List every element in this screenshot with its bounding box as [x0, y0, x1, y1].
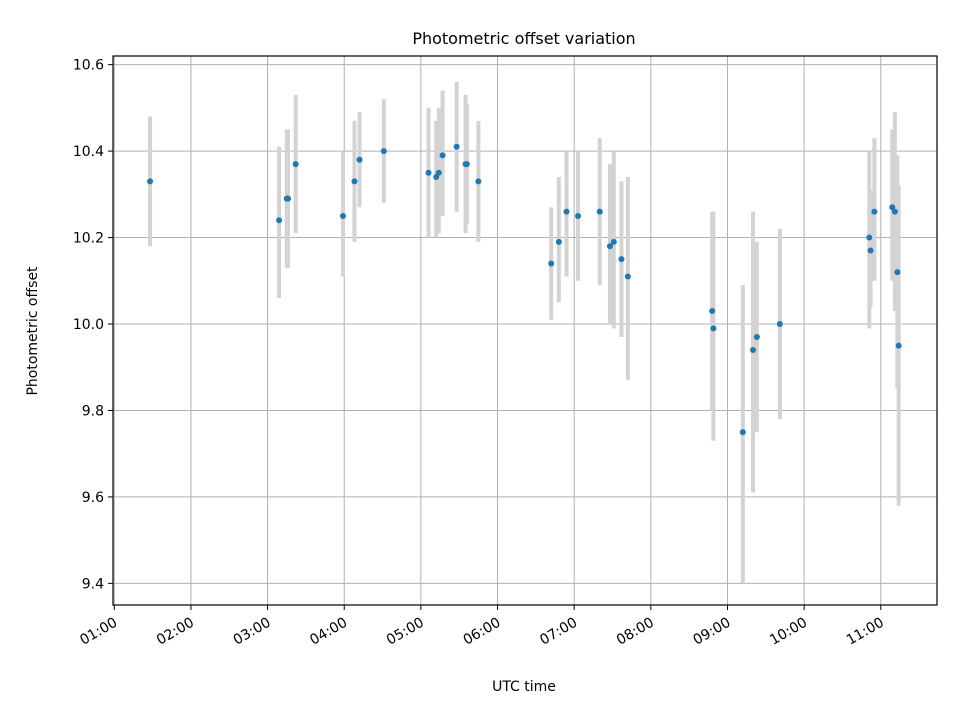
data-point	[463, 161, 470, 168]
data-point	[453, 143, 460, 150]
data-point	[596, 208, 603, 215]
y-tick-label: 9.8	[82, 403, 104, 419]
data-point	[435, 169, 442, 176]
data-point	[606, 243, 613, 250]
data-point	[739, 429, 746, 436]
data-point	[710, 325, 717, 332]
data-point	[866, 234, 873, 241]
data-point	[276, 217, 283, 224]
data-point	[610, 238, 617, 245]
data-point	[351, 178, 358, 185]
data-point	[709, 308, 716, 315]
y-tick-label: 9.4	[82, 576, 104, 592]
data-points	[147, 143, 902, 436]
chart-title: Photometric offset variation	[412, 29, 635, 48]
y-tick-label: 10.6	[73, 58, 104, 74]
data-point	[563, 208, 570, 215]
data-point	[891, 208, 898, 215]
y-tick-label: 10.2	[73, 231, 104, 247]
data-point	[285, 195, 292, 202]
y-axis-ticks: 9.4 9.6 9.8 10.0 10.2 10.4 10.6	[73, 58, 113, 592]
y-tick-label: 9.6	[82, 490, 104, 506]
data-point	[439, 152, 446, 159]
data-point	[867, 247, 874, 254]
data-point	[889, 204, 896, 211]
data-point	[618, 256, 625, 263]
data-point	[339, 212, 346, 219]
data-point	[575, 212, 582, 219]
x-axis-label: UTC time	[492, 679, 556, 695]
data-point	[555, 238, 562, 245]
data-point	[356, 156, 363, 163]
data-point	[475, 178, 482, 185]
data-point	[871, 208, 878, 215]
data-point	[753, 333, 760, 340]
data-point	[750, 346, 757, 353]
data-point	[894, 269, 901, 276]
data-point	[292, 161, 299, 168]
data-point	[433, 174, 440, 181]
data-point	[624, 273, 631, 280]
y-tick-label: 10.4	[73, 144, 104, 160]
grid-lines	[113, 56, 937, 605]
data-point	[776, 321, 783, 328]
plot-frame	[112, 55, 938, 606]
data-point	[895, 342, 902, 349]
data-point	[380, 148, 387, 155]
data-point	[425, 169, 432, 176]
data-point	[147, 178, 154, 185]
y-axis-label: Photometric offset	[25, 266, 41, 396]
data-point	[548, 260, 555, 267]
y-tick-label: 10.0	[73, 317, 104, 333]
